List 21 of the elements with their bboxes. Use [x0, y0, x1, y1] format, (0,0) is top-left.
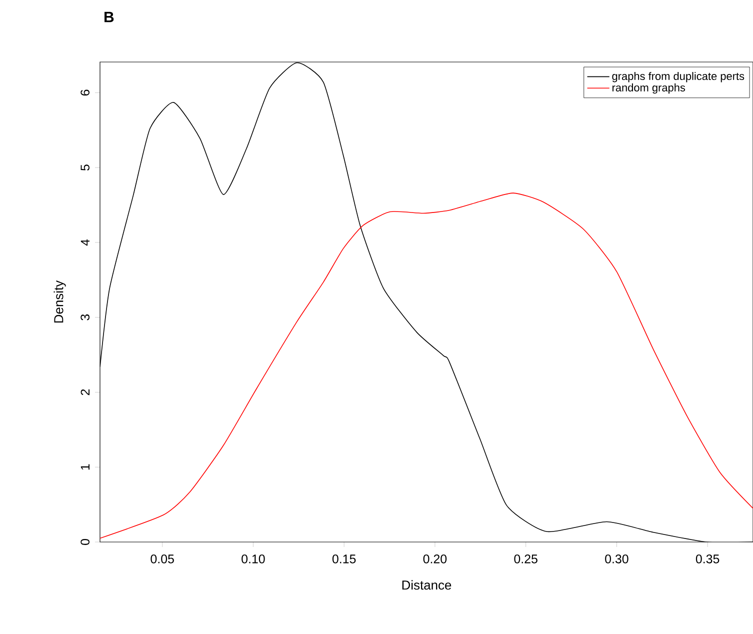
x-tick-label: 0.30: [605, 554, 628, 564]
legend-label: random graphs: [612, 83, 686, 94]
chart-title: B: [104, 12, 114, 22]
y-tick-label: 6: [80, 90, 90, 96]
y-tick-label: 0: [80, 539, 90, 545]
y-axis-title: Density: [54, 280, 66, 323]
x-tick-label: 0.10: [242, 554, 265, 564]
x-tick-label: 0.05: [150, 554, 174, 564]
x-tick-label: 0.35: [696, 554, 720, 564]
y-tick-label: 5: [80, 164, 90, 171]
x-axis-title: Distance: [402, 580, 452, 590]
line-series: [100, 192, 753, 539]
x-tick-label: 0.20: [423, 554, 447, 564]
x-tick-label: 0.15: [332, 554, 356, 564]
legend-label: graphs from duplicate perts: [612, 72, 744, 82]
x-tick-label: 0.25: [514, 554, 538, 564]
y-tick-label: 2: [80, 389, 90, 396]
y-tick-label: 4: [80, 239, 90, 246]
y-tick-label: 1: [80, 464, 90, 470]
y-tick-label: 3: [80, 314, 90, 320]
line-series: [100, 62, 753, 542]
